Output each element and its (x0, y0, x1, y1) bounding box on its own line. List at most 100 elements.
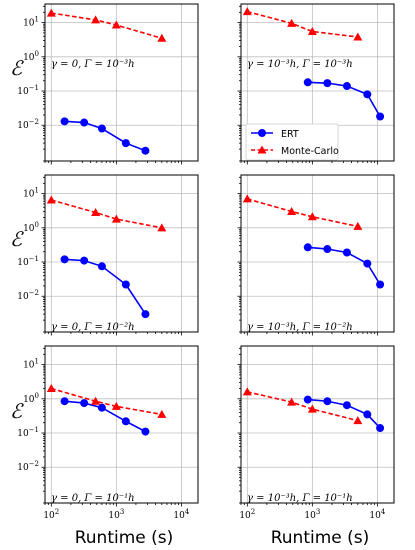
x-tick-label: 103 (304, 508, 320, 521)
y-tick-label: 101 (23, 16, 39, 29)
ert-data-point (376, 424, 385, 433)
ert-data-point (121, 139, 130, 148)
x-tick-label: 104 (173, 508, 189, 521)
mc-series-line (51, 12, 163, 39)
ert-data-point (141, 146, 150, 155)
y-tick-label: 101 (23, 187, 39, 200)
y-tick-label: 100 (23, 50, 39, 63)
mc-data-point (242, 387, 252, 396)
x-tick-label: 104 (369, 508, 385, 521)
ert-data-point (141, 427, 150, 436)
ert-data-point (342, 82, 351, 91)
y-tick-label: 101 (23, 358, 39, 371)
ert-data-point (80, 118, 89, 127)
mc-data-point (111, 20, 121, 29)
x-tick-label: 102 (43, 508, 59, 521)
panel-label: γ = 0, Γ = 10⁻²h (51, 322, 135, 333)
axes-frame (240, 3, 395, 162)
panels-group: 10−2 10−1 100 101 γ = 0, Γ = 10⁻³h γ = 10⁻³h,… (17, 3, 395, 521)
panel-3: 10−2 10−1 100 101 γ = 0, Γ = 10⁻²h (17, 174, 199, 336)
mc-series-line (247, 391, 359, 422)
ert-data-point (60, 117, 69, 126)
ert-data-point (363, 90, 372, 99)
ert-data-point (323, 79, 332, 88)
mc-data-point (111, 214, 121, 223)
axes-frame (44, 345, 199, 504)
legend-mc-marker (257, 145, 267, 154)
mc-data-point (353, 416, 363, 425)
axes-frame (44, 3, 199, 162)
ert-data-point (60, 255, 69, 264)
mc-data-point (46, 195, 56, 204)
ert-data-point (376, 280, 385, 289)
mc-data-point (91, 208, 101, 217)
y-axis-label-row-1: ℰ (10, 56, 24, 80)
axes-frame (44, 174, 199, 333)
mc-data-point (46, 8, 56, 17)
ert-data-point (342, 248, 351, 257)
mc-data-point (111, 401, 121, 410)
panel-4: γ = 10⁻³h, Γ = 10⁻²h (237, 174, 395, 336)
panel-label: γ = 10⁻³h, Γ = 10⁻¹h (247, 493, 353, 504)
ert-data-point (97, 124, 106, 133)
ert-data-point (376, 112, 385, 121)
ert-data-point (97, 262, 106, 271)
ert-data-point (80, 399, 89, 408)
mc-series-line (247, 198, 358, 228)
x-tick-label: 102 (239, 508, 255, 521)
ert-data-point (363, 259, 372, 268)
mc-data-point (91, 15, 101, 24)
mc-data-point (287, 206, 297, 215)
mc-series-line (247, 10, 358, 38)
ert-data-point (121, 417, 130, 426)
y-tick-label: 10−2 (17, 460, 39, 473)
mc-data-point (46, 384, 56, 393)
ert-data-point (303, 395, 312, 404)
y-tick-label: 100 (23, 221, 39, 234)
mc-data-point (91, 396, 101, 405)
legend-ert-label: ERT (281, 129, 299, 140)
mc-data-point (157, 223, 167, 232)
ert-data-point (342, 401, 351, 410)
mc-data-point (353, 32, 363, 41)
mc-data-point (307, 26, 317, 35)
panel-6: 102 103 104 γ = 10⁻³h, Γ = 10⁻¹h (237, 345, 395, 521)
mc-data-point (307, 404, 317, 413)
y-tick-label: 10−1 (17, 84, 39, 97)
y-axis-label-row-3: ℰ (10, 399, 24, 423)
panel-label: γ = 10⁻³h, Γ = 10⁻²h (247, 322, 353, 333)
x-axis-label-left: Runtime (s) (75, 528, 174, 548)
panel-1: 10−2 10−1 100 101 γ = 0, Γ = 10⁻³h (17, 3, 199, 165)
x-axis-label-right: Runtime (s) (271, 528, 370, 548)
ert-data-point (303, 243, 312, 252)
y-tick-label: 10−2 (17, 289, 39, 302)
mc-series-line (51, 199, 162, 229)
y-tick-label: 10−2 (17, 118, 39, 131)
mc-data-point (157, 33, 167, 42)
x-tick-label: 103 (108, 508, 124, 521)
legend-mc-label: Monte-Carlo (281, 146, 339, 157)
mc-data-point (242, 7, 252, 16)
axes-frame (240, 174, 395, 333)
ert-data-point (303, 78, 312, 87)
ert-data-point (323, 245, 332, 254)
mc-data-point (287, 397, 297, 406)
mc-data-point (307, 212, 317, 221)
ert-data-point (97, 403, 106, 412)
ert-data-point (363, 410, 372, 419)
ert-series-line (64, 120, 146, 152)
legend: ERT Monte-Carlo (245, 123, 339, 161)
panel-label: γ = 10⁻³h, Γ = 10⁻³h (247, 59, 353, 70)
mc-data-point (287, 18, 297, 27)
legend-ert-marker (258, 129, 266, 137)
ert-data-point (141, 310, 150, 319)
mc-data-point (242, 194, 252, 203)
y-tick-label: 10−1 (17, 255, 39, 268)
mc-series-line (51, 387, 162, 416)
panel-5: 102 103 104 10−2 10−1 100 101 γ = 0, Γ = 10⁻¹h (17, 345, 199, 521)
ert-data-point (323, 397, 332, 406)
ert-data-point (80, 256, 89, 265)
axes-frame (240, 345, 395, 504)
ert-data-point (121, 280, 130, 289)
